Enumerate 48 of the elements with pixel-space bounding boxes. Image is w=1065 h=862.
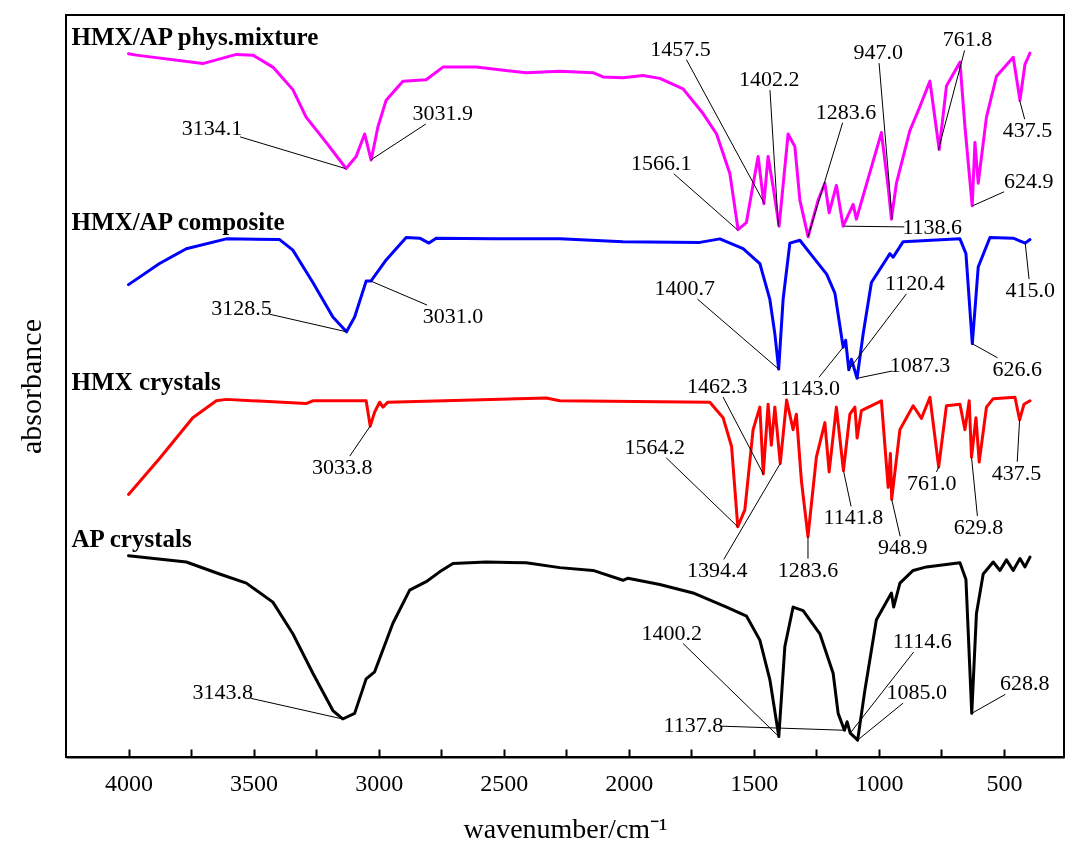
x-tick-label: 500 [986,769,1023,796]
x-tick-label: 3000 [355,769,404,796]
annotation: 626.6 [992,355,1043,381]
annotation: 1400.7 [654,275,715,301]
x-tick-label: 2000 [605,769,654,796]
annotation: 628.8 [1000,670,1050,696]
annotation: 761.8 [942,26,993,52]
annotation: 415.0 [1005,277,1055,303]
annotation: 437.5 [1002,117,1053,143]
annotation: 3031.9 [412,100,473,126]
annotation: 1400.2 [641,619,703,645]
x-tick-label: 2500 [480,769,529,796]
x-tick-label: 1000 [855,769,904,796]
annotation: 1394.4 [687,557,748,583]
annotation: 1138.6 [902,214,963,240]
annotation: 1143.0 [780,375,840,401]
annotation: 1283.6 [815,98,877,124]
annotation: 629.8 [953,514,1004,540]
annotation: 1566.1 [631,149,692,175]
x-tick-label: 3500 [230,769,279,796]
annotation: 3128.5 [211,294,272,320]
series-label: AP crystals [71,524,192,552]
y-axis-title: absorbance [13,319,47,454]
annotation: 1462.3 [687,373,748,398]
annotation: 1120.4 [884,269,945,295]
series-label: HMX/AP composite [71,207,285,235]
annotation: 3031.0 [422,303,484,329]
annotation: 1283.6 [777,556,839,582]
annotation: 437.5 [991,459,1042,485]
annotation: 3033.8 [311,454,373,480]
annotation: 1457.5 [650,35,711,61]
annotation: 1402.2 [739,66,800,92]
series-label: HMX crystals [71,368,222,396]
annotation: 1141.8 [823,504,884,530]
annotation: 1137.8 [663,712,724,738]
annotation: 947.0 [853,39,903,65]
annotation: 1564.2 [624,433,686,459]
annotation: 1114.6 [892,628,952,654]
series-label: HMX/AP phys.mixture [71,22,319,50]
annotation: 1085.0 [886,679,947,705]
x-tick-label: 1500 [730,769,779,796]
x-tick-label: 4000 [105,769,154,796]
x-axis-title: wavenumber/cm⁻¹ [463,812,668,844]
annotation: 1087.3 [889,352,951,378]
annotation: 3143.8 [192,678,253,704]
annotation: 624.9 [1003,167,1054,193]
annotation: 3134.1 [181,115,243,141]
annotation: 948.9 [877,534,928,560]
